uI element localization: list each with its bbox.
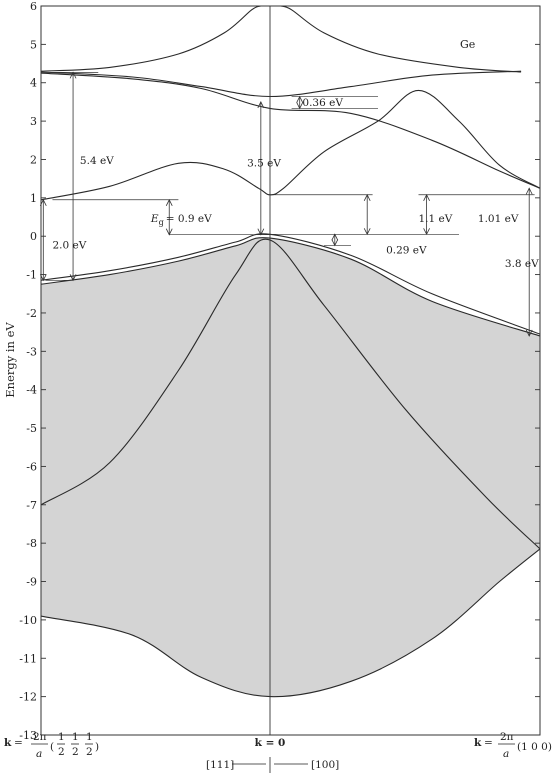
- y-tick-label-17: -11: [19, 652, 37, 665]
- band-curves: [40, 5, 541, 698]
- plot-border: [40, 5, 541, 736]
- paren-close: ): [95, 741, 99, 753]
- arrow-0p29-head-top: [331, 233, 339, 241]
- svg-text:1: 1: [58, 731, 65, 743]
- arrow-5p4-head-top: [69, 71, 77, 79]
- svg-text:2: 2: [58, 746, 65, 758]
- y-tick-label-1: 5: [30, 38, 37, 51]
- energy-annotation-1: 0.36 eV: [302, 97, 343, 109]
- arrow-1p1-head-top: [363, 193, 371, 201]
- energy-annotation-2: 5.4 eV: [80, 155, 114, 167]
- svg-text:a: a: [503, 748, 509, 760]
- y-tick-label-3: 3: [30, 115, 37, 128]
- arrow-3p8-head-bottom: [525, 329, 533, 337]
- y-tick-label-12: -6: [26, 460, 37, 473]
- energy-annotation-7: 1.01 eV: [478, 213, 519, 225]
- energy-annotation-5: 0.29 eV: [386, 245, 427, 257]
- arrow-3p5-head-bottom: [257, 228, 265, 236]
- svg-text:2: 2: [72, 746, 79, 758]
- svg-text:1: 1: [72, 731, 79, 743]
- y-tick-label-9: -3: [26, 345, 37, 358]
- y-tick-label-0: 6: [30, 0, 37, 13]
- band-curve-2: [280, 5, 522, 73]
- plot-frame: [40, 5, 541, 736]
- arrow-0p29-head-bottom: [331, 239, 339, 247]
- valence-shading: [41, 237, 540, 697]
- band-curve-7: [40, 237, 541, 337]
- y-tick-label-6: 0: [30, 230, 37, 243]
- band-curve-4: [40, 72, 541, 189]
- svg-text:k: k: [474, 737, 482, 749]
- arrow-1p1-head-bottom: [363, 228, 371, 236]
- x-label-center: k = 0 [111] [100]: [206, 737, 339, 773]
- band-curve-9: [40, 548, 541, 698]
- y-tick-label-16: -10: [19, 614, 37, 627]
- svg-text:k: k: [4, 737, 12, 749]
- y-tick-label-8: -2: [26, 307, 37, 320]
- material-label: Ge: [460, 38, 475, 51]
- gap-value: = 0.9 eV: [166, 213, 212, 225]
- svg-text:2: 2: [86, 746, 93, 758]
- energy-annotation-8: 3.8 eV: [505, 258, 539, 270]
- energy-annotation-3: 3.5 eV: [247, 158, 281, 170]
- y-axis-label: Energy in eV: [3, 322, 17, 398]
- arrow-1p01-head-bottom: [423, 228, 430, 236]
- svg-text:a: a: [36, 748, 42, 760]
- y-tick-label-2: 4: [30, 77, 37, 90]
- arrow-0p36-head-bottom: [296, 102, 304, 110]
- energy-arrows: [39, 71, 535, 337]
- energy-annotation-4: 2.0 eV: [52, 240, 86, 252]
- gap-subscript: g: [159, 218, 164, 227]
- y-tick-label-7: -1: [26, 269, 37, 282]
- y-tick-label-19: -13: [19, 729, 37, 742]
- annotations: 0.36 eV 5.4 eV 3.5 eV 2.0 eV 0.29 eV 1.1 eV 1.…: [52, 97, 539, 270]
- arrow-3p8-head-top: [525, 187, 533, 195]
- energy-annotation-6: 1.1 eV: [419, 213, 453, 225]
- y-tick-label-18: -12: [19, 691, 37, 704]
- arrow-3p5-head-top: [257, 101, 265, 109]
- shaded-valence-region: [41, 237, 540, 697]
- gap-symbol: E: [150, 213, 159, 225]
- x-label-right: k = 2π a (1 0 0): [474, 731, 552, 760]
- svg-text:2π: 2π: [33, 731, 47, 743]
- svg-text:=: =: [484, 737, 493, 749]
- arrow-gap-head-top: [165, 198, 173, 206]
- svg-text:2π: 2π: [500, 731, 514, 743]
- svg-text:1: 1: [86, 731, 93, 743]
- y-tick-label-15: -9: [26, 576, 37, 589]
- paren-open: (: [50, 741, 54, 753]
- y-tick-label-4: 2: [30, 153, 37, 166]
- band-curve-5: [40, 89, 541, 201]
- y-axis-ticks: 6 5 4 3 2 1 0 -1 -2 -3 -4 -5 -6 -7 -8 -9 -10 -11 -12 -13: [19, 0, 540, 742]
- arrow-0p36-head-top: [296, 95, 304, 103]
- y-tick-label-11: -5: [26, 422, 37, 435]
- y-tick-label-5: 1: [30, 192, 37, 205]
- gap-annotation: Eg = 0.9 eV: [150, 213, 212, 227]
- band-curve-1: [40, 5, 262, 72]
- svg-text:k = 0: k = 0: [255, 737, 286, 749]
- svg-text:=: =: [14, 737, 23, 749]
- svg-text:[111]: [111]: [206, 759, 234, 771]
- svg-text:(1 0 0): (1 0 0): [517, 741, 552, 753]
- svg-text:[100]: [100]: [311, 759, 339, 771]
- arrow-1p01-head-top: [423, 193, 430, 201]
- band-curve-3: [40, 70, 522, 98]
- y-tick-label-14: -8: [26, 537, 37, 550]
- y-tick-label-13: -7: [26, 499, 37, 512]
- y-tick-label-10: -4: [26, 384, 37, 397]
- x-label-left: k = 2π a ( 1 2 1 2 1 2 ): [4, 731, 99, 760]
